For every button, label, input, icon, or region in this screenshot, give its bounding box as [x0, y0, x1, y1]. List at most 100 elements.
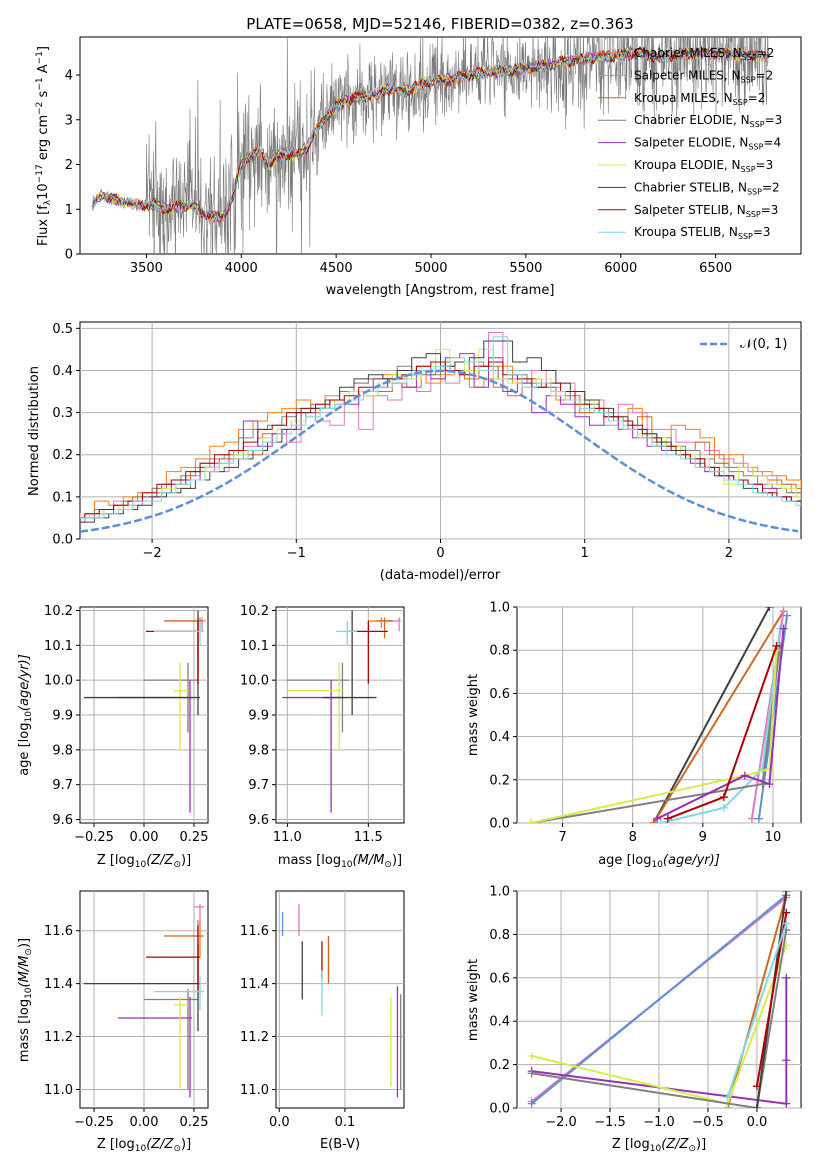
errorbar-group: [282, 610, 401, 813]
y-tick-label: 11.2: [44, 1030, 73, 1045]
y-tick-label: 0.1: [52, 490, 73, 505]
spectrum-ylabel: Flux [fλ10−17 erg cm−2 s−1 A−1]: [35, 46, 53, 246]
legend-label-eq: =3: [765, 113, 783, 127]
mass-weight-marker: [747, 814, 756, 823]
mass-weight-marker: [527, 1051, 536, 1060]
errorbar-group: [84, 904, 204, 1098]
y-tick-label: 0.6: [489, 687, 510, 702]
mass-vs-ebv-xlabel: E(B-V): [320, 1137, 360, 1152]
age-vs-mass-ticks: 11.0 11.5 9.6 9.7 9.8 9.9 10.0 10.1 10.2: [240, 604, 383, 845]
legend-label-sub: SSP: [738, 232, 753, 241]
legend-label-eq: =2: [757, 46, 775, 60]
mass-weight-line: [652, 607, 771, 823]
histogram-step-line: [80, 353, 801, 519]
y-tick-label: 3: [65, 113, 73, 128]
x-tick-label: −0.25: [74, 1115, 114, 1130]
figure-title: PLATE=0658, MJD=52146, FIBERID=0382, z=0…: [246, 15, 633, 33]
y-tick-label: 11.0: [240, 1083, 269, 1098]
x-tick-label: −1.0: [643, 1115, 675, 1130]
mass-weight-line: [755, 912, 788, 1087]
histogram-step-line: [80, 332, 801, 523]
age-vs-z-ticks: −0.25 0.00 0.25 9.6 9.7 9.8 9.9 10.0 10.1 10.2: [44, 604, 208, 845]
mass-weight-marker: [782, 1056, 791, 1065]
residuals-panel: −2 −1 0 1 2 0.0 0.1 0.2 0.3 0.4 0.5 𝒩(0, 1) (data-…: [27, 321, 802, 583]
y-tick-label: 9.6: [52, 813, 73, 828]
legend-label: Kroupa ELODIE, NSSP=3: [634, 158, 773, 174]
y-tick-label: 0.2: [489, 773, 510, 788]
legend-label: Chabrier MILES, NSSP=2: [634, 46, 774, 62]
age-vs-mass-panel: 11.0 11.5 9.6 9.7 9.8 9.9 10.0 10.1 10.2 mass [l…: [240, 604, 405, 870]
mass-weight-vs-z-ticks: −2.0 −1.5 −1.0 −0.5 0.0 0.0 0.2 0.4 0.6 0.8 1.0: [489, 885, 767, 1131]
legend-label-text: Chabrier STELIB, N: [634, 180, 747, 194]
mass-weight-line: [531, 894, 787, 1105]
legend-label-eq: =2: [748, 91, 766, 105]
mass-weight-line: [726, 923, 788, 1098]
legend-label: Salpeter MILES, NSSP=2: [634, 68, 773, 84]
normal-distribution-curve: [80, 369, 799, 533]
mass-weight-marker: [656, 819, 665, 823]
y-tick-label: 10.2: [240, 604, 269, 619]
mass-vs-z-xlabel: Z [log10(Z/Z⊙)]: [97, 1137, 191, 1154]
mass-weight-marker: [782, 908, 791, 917]
legend-label-text: Kroupa STELIB, N: [634, 225, 738, 239]
mass-weight-marker: [649, 819, 658, 823]
legend-label-text: Chabrier ELODIE, N: [634, 113, 750, 127]
mass-weight-marker: [752, 1104, 761, 1108]
mass-weight-marker: [765, 765, 774, 773]
x-tick-label: 0.0: [269, 1115, 290, 1130]
residuals-ylabel: Normed distribution: [27, 366, 42, 496]
y-tick-label: 11.6: [240, 924, 269, 939]
legend-label-text: Salpeter MILES, N: [634, 68, 741, 82]
x-tick-label: 4500: [320, 261, 353, 276]
legend-label: Salpeter STELIB, NSSP=3: [634, 203, 778, 219]
y-tick-label: 9.9: [248, 709, 269, 724]
legend-label-text: Salpeter ELODIE, N: [634, 136, 748, 150]
y-tick-label: 0.2: [52, 448, 73, 463]
errorbar-group: [84, 610, 206, 813]
x-tick-label: 4000: [225, 261, 258, 276]
x-tick-label: 5500: [509, 261, 542, 276]
y-tick-label: 0.6: [489, 971, 510, 986]
mass-vs-ebv-ticks: 0.0 0.1 11.0 11.2 11.4 11.6: [240, 924, 355, 1130]
x-tick-label: 0: [436, 546, 444, 561]
mass-weight-marker: [653, 814, 662, 823]
x-tick-label: 6500: [699, 261, 732, 276]
mass-weight-marker: [779, 607, 788, 616]
x-tick-label: 1: [581, 546, 589, 561]
legend-label-sub: SSP: [741, 165, 756, 174]
y-tick-label: 0.2: [489, 1058, 510, 1073]
x-tick-label: −0.5: [692, 1115, 724, 1130]
x-tick-label: 8: [629, 830, 637, 845]
mass-weight-vs-z-xlabel: Z [log10(Z/Z⊙)]: [612, 1137, 706, 1154]
x-tick-label: −2.0: [545, 1115, 577, 1130]
legend-label-sub: SSP: [748, 143, 763, 152]
x-tick-label: 5000: [414, 261, 447, 276]
y-tick-label: 0.4: [489, 730, 510, 745]
legend-label-text: Kroupa MILES, N: [634, 91, 733, 105]
mass-weight-vs-age-axes-frame: [516, 606, 802, 824]
legend-label-text: Kroupa ELODIE, N: [634, 158, 741, 172]
age-vs-z-xlabel: Z [log10(Z/Z⊙)]: [97, 853, 191, 870]
x-tick-label: 0.25: [180, 830, 209, 845]
y-tick-label: 2: [65, 158, 73, 173]
mass-weight-marker: [772, 641, 781, 650]
legend-label-sub: SSP: [746, 210, 761, 219]
y-tick-label: 9.9: [52, 709, 73, 724]
mass-weight-marker: [782, 611, 791, 620]
y-tick-label: 0: [65, 248, 73, 263]
histogram-step-line: [80, 348, 801, 519]
residuals-plot-area: [80, 322, 801, 540]
x-tick-label: 6000: [604, 261, 637, 276]
histogram-group: [80, 332, 801, 533]
x-tick-label: 0.25: [180, 1115, 209, 1130]
x-tick-label: −1: [287, 546, 306, 561]
legend-label-eq: =3: [753, 225, 771, 239]
y-tick-label: 9.8: [52, 743, 73, 758]
errorbar-group: [281, 904, 402, 1098]
mass-weight-vs-age-xlabel: age [log10(age/yr)]: [598, 853, 720, 870]
mass-weight-line: [530, 645, 781, 823]
y-tick-label: 0.8: [489, 644, 510, 659]
weight-lines: [527, 891, 791, 1108]
mass-weight-marker: [527, 1099, 536, 1108]
